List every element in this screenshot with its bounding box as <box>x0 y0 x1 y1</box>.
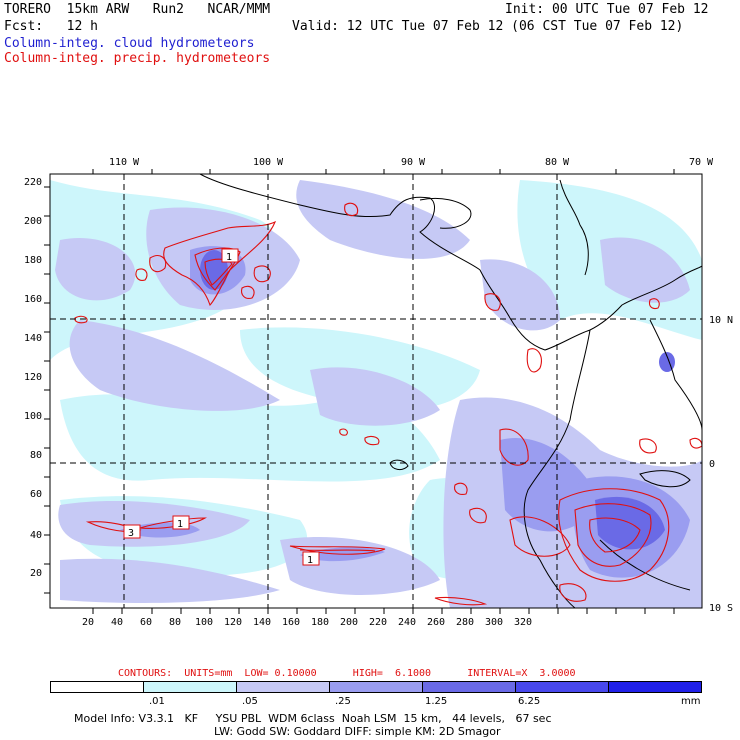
lon-label: 70 W <box>689 157 714 168</box>
x-tick-label: 40 <box>111 617 123 628</box>
precip-contours <box>74 202 702 606</box>
colorbar-swatch <box>609 682 701 692</box>
model-physics: LW: Godd SW: Goddard DIFF: simple KM: 2D… <box>214 725 501 738</box>
y-tick-label: 180 <box>24 255 42 266</box>
contour-label: 3 <box>128 528 134 539</box>
colorbar-swatch <box>51 682 144 692</box>
colorbar-label: .05 <box>242 696 258 707</box>
x-tick-label: 120 <box>224 617 242 628</box>
x-tick-label: 100 <box>195 617 213 628</box>
x-tick-label: 180 <box>311 617 329 628</box>
colorbar-swatch <box>330 682 423 692</box>
x-tick-label: 60 <box>140 617 152 628</box>
lat-label: 10 N <box>709 315 733 326</box>
x-tick-label: 320 <box>514 617 532 628</box>
lon-label: 80 W <box>545 157 570 168</box>
lat-label: 10 S <box>709 603 733 614</box>
y-tick-label: 100 <box>24 411 42 422</box>
y-tick-label: 20 <box>30 568 42 579</box>
colorbar-label: 6.25 <box>518 696 541 707</box>
y-tick-labels: 20 40 60 80 100 120 140 160 180 200 220 <box>24 177 42 579</box>
colorbar-swatch <box>144 682 237 692</box>
x-tick-label: 300 <box>485 617 503 628</box>
x-tick-labels: 20 40 60 80 100 120 140 160 180 200 220 … <box>82 617 532 628</box>
y-tick-label: 220 <box>24 177 42 188</box>
contour-label: 1 <box>177 519 183 530</box>
field-cloud-label: Column-integ. cloud hydrometeors <box>4 36 255 51</box>
init-time: Init: 00 UTC Tue 07 Feb 12 <box>505 2 709 17</box>
field-precip-label: Column-integ. precip. hydrometeors <box>4 51 271 66</box>
colorbar <box>50 681 702 693</box>
y-tick-label: 200 <box>24 216 42 227</box>
x-tick-label: 220 <box>369 617 387 628</box>
x-tick-label: 280 <box>456 617 474 628</box>
y-tick-label: 160 <box>24 294 42 305</box>
contour-info: CONTOURS: UNITS=mm LOW= 0.10000 HIGH= 6.… <box>118 668 576 679</box>
contour-label: 1 <box>307 555 313 566</box>
lon-label: 110 W <box>109 157 140 168</box>
x-tick-label: 140 <box>253 617 271 628</box>
contour-label-boxes: 3 1 1 1 <box>123 248 320 566</box>
x-tick-label: 20 <box>82 617 94 628</box>
lon-label: 100 W <box>253 157 284 168</box>
axis-ticks <box>44 169 675 614</box>
y-tick-label: 80 <box>30 450 42 461</box>
y-tick-label: 120 <box>24 372 42 383</box>
valid-time: Valid: 12 UTC Tue 07 Feb 12 (06 CST Tue … <box>292 19 684 34</box>
colorbar-swatch <box>237 682 330 692</box>
lon-label: 90 W <box>401 157 426 168</box>
x-tick-label: 80 <box>169 617 181 628</box>
x-tick-label: 260 <box>427 617 445 628</box>
y-tick-label: 60 <box>30 489 42 500</box>
x-tick-label: 160 <box>282 617 300 628</box>
colorbar-label: 1.25 <box>425 696 448 707</box>
y-tick-label: 140 <box>24 333 42 344</box>
forecast-hour: Fcst: 12 h <box>4 19 98 34</box>
map-frame <box>49 173 703 609</box>
lon-labels: 110 W 100 W 90 W 80 W 70 W <box>109 157 714 168</box>
y-tick-label: 40 <box>30 530 42 541</box>
lat-label: 0 <box>709 459 715 470</box>
x-tick-label: 240 <box>398 617 416 628</box>
colorbar-label: .01 <box>149 696 165 707</box>
colorbar-label: .25 <box>335 696 351 707</box>
colorbar-unit: mm <box>681 696 701 707</box>
cloud-field <box>50 174 702 608</box>
contour-label: 1 <box>226 252 232 263</box>
model-info: Model Info: V3.3.1 KF YSU PBL WDM 6class… <box>74 712 552 725</box>
model-title: TORERO 15km ARW Run2 NCAR/MMM <box>4 2 271 17</box>
lat-labels: 10 N 0 10 S <box>709 315 733 614</box>
x-tick-label: 200 <box>340 617 358 628</box>
colorbar-swatch <box>423 682 516 692</box>
colorbar-swatch <box>516 682 609 692</box>
